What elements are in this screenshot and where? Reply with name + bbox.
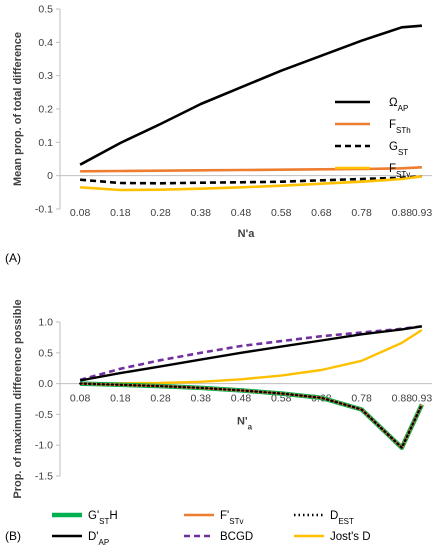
y-tick-label: 0.2	[38, 104, 53, 116]
x-tick-label: 0.28	[150, 207, 171, 219]
legend-label: FSTv	[389, 163, 410, 179]
y-tick-label: 0.5	[38, 347, 53, 359]
x-tick-label: 0.38	[191, 393, 212, 405]
legend-label-sub: ST	[398, 148, 408, 157]
y-axis-title: Prop. of maximum difference possible	[12, 299, 24, 498]
legend-label: GST	[389, 141, 408, 157]
chart-panel-a: -0.1 0 0.1 0.2 0.3 0.4 0.5 0.08 0.18 0.28 0.38 0.48…	[5, 4, 432, 266]
x-tick-label: 0.88	[392, 207, 413, 219]
y-tick-label: 1.0	[38, 317, 53, 329]
legend-label: Jost's D	[330, 531, 371, 543]
legend-label-main: F	[389, 119, 396, 131]
x-tick-label: 0.18	[110, 393, 131, 405]
legend-label-sub: EST	[338, 517, 354, 526]
x-tick-label: 0.08	[70, 207, 91, 219]
panel-label: (A)	[5, 251, 21, 265]
legend-label-tail: H	[109, 510, 117, 522]
y-tick-label: 0.1	[38, 137, 53, 149]
x-tick-label: 0.28	[150, 393, 171, 405]
legend-label-sub: ST	[99, 517, 109, 526]
series-line-FSTv	[80, 175, 423, 192]
y-tick-label: 0	[47, 170, 53, 182]
x-tick-label: 0.78	[351, 207, 372, 219]
legend-label-main: D'	[88, 531, 99, 543]
x-tick-label: 0.93	[412, 393, 433, 405]
x-tick-label: 0.58	[271, 207, 292, 219]
legend-label-main: G	[389, 141, 398, 153]
legend-label-main: G'	[88, 510, 99, 522]
x-tick-label: 0.48	[231, 393, 252, 405]
legend-label: BCGD	[220, 531, 253, 543]
legend-label: G'STH	[88, 510, 118, 526]
legend-label-main: BCGD	[220, 531, 253, 543]
series-line-GST	[79, 175, 422, 185]
x-tick-label: 0.08	[70, 393, 91, 405]
chart-panel-b: -1.5 -1.0 -0.5 0.0 0.5 1.0 0.08 0.18 0.28 0.38 0.4…	[5, 299, 432, 546]
legend-label-main: D	[330, 510, 338, 522]
legend-label: ΩAP	[389, 97, 408, 113]
legend-label-sub: STh	[396, 126, 411, 135]
series-line-DEST	[78, 382, 423, 449]
series-line-BCGD	[79, 325, 423, 382]
x-axis-title: N'a	[238, 228, 256, 240]
y-tick-label: 0.0	[38, 378, 53, 390]
x-tick-label: 0.48	[231, 207, 252, 219]
legend-label-main: F	[389, 163, 396, 175]
legend-label: D'AP	[88, 531, 109, 547]
x-tick-label: 0.68	[311, 207, 332, 219]
legend-label: FSTh	[389, 119, 411, 135]
y-tick-label: 0.3	[38, 70, 53, 82]
series-line-Jost's D	[80, 328, 423, 385]
x-axis-title-sub: a	[248, 422, 253, 431]
x-tick-label: 0.93	[412, 207, 433, 219]
y-tick-label: 0.4	[38, 37, 53, 49]
series-line-FSTh	[80, 166, 422, 173]
legend-label-main: Ω	[389, 97, 398, 109]
series-line-ΩAP	[79, 24, 423, 166]
legend-label-main: Jost's D	[330, 531, 371, 543]
legend-label-main: F'	[220, 510, 229, 522]
x-tick-label: 0.78	[351, 393, 372, 405]
legend-label: F'STv	[220, 510, 243, 526]
y-tick-label: 0.5	[38, 4, 53, 16]
y-tick-label: -1.0	[35, 440, 53, 452]
series-line-D'AP	[79, 325, 423, 382]
y-axis-title: Mean prop. of total difference	[12, 32, 24, 186]
x-tick-label: 0.38	[191, 207, 212, 219]
x-axis-title-main: N'	[237, 416, 248, 428]
x-axis-title: N'a	[237, 416, 253, 432]
legend-label-sub: AP	[398, 104, 409, 113]
y-tick-label: -0.5	[35, 409, 53, 421]
legend-label: DEST	[330, 510, 354, 526]
y-tick-label: -1.5	[35, 471, 53, 483]
legend-label-sub: STv	[396, 170, 410, 179]
legend-label-sub: STv	[229, 517, 243, 526]
x-tick-label: 0.18	[110, 207, 131, 219]
x-tick-label: 0.88	[392, 393, 413, 405]
legend-label-sub: AP	[99, 538, 110, 547]
panel-label: (B)	[5, 529, 21, 543]
y-tick-label: -0.1	[35, 204, 53, 216]
